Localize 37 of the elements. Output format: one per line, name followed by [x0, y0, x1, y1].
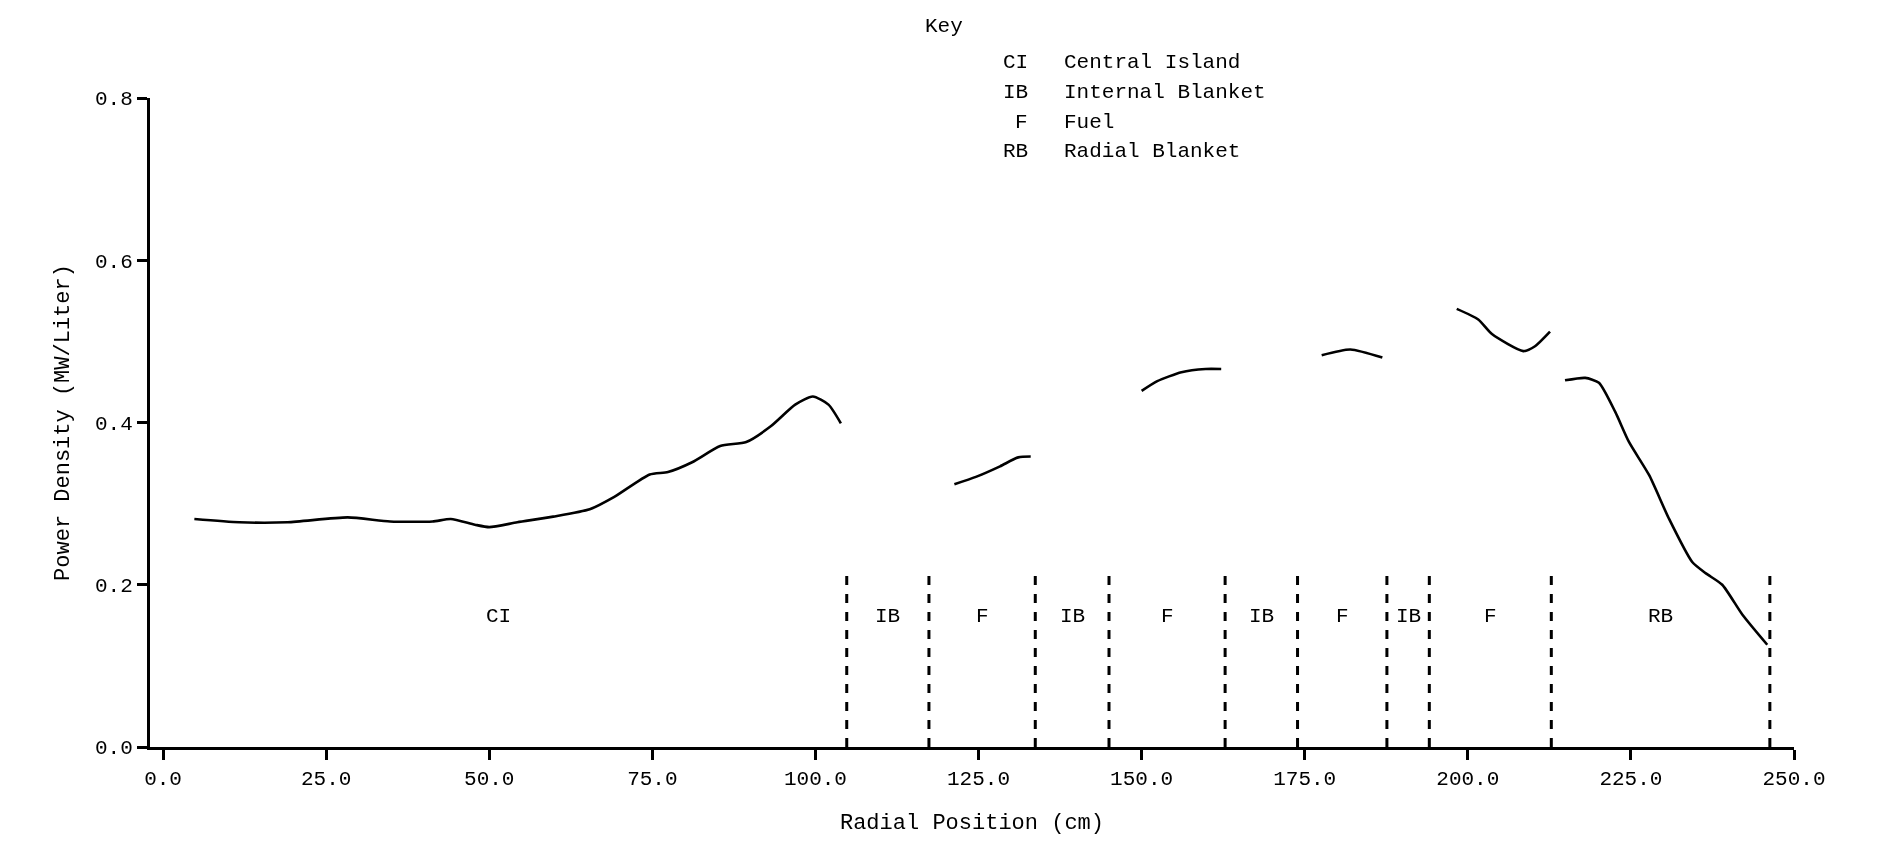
annotation: F [976, 605, 989, 628]
annotation: F [1161, 605, 1174, 628]
x-tick-label: 0.0 [144, 768, 182, 792]
annotation: RB [1648, 605, 1674, 628]
x-tick-label: 75.0 [627, 768, 678, 792]
annotation: F [1015, 111, 1028, 134]
annotation: IB [1396, 605, 1422, 628]
text: Central Island [1064, 51, 1241, 74]
annotation: Radial Blanket [1064, 140, 1241, 163]
annotation: Fuel [1064, 111, 1115, 134]
x-tick-label: 200.0 [1436, 768, 1500, 792]
annotation: RB [1003, 140, 1029, 163]
annotation: IB [875, 605, 901, 628]
annotation: IB [1003, 81, 1029, 104]
annotation: F [1484, 605, 1497, 628]
y-tick-label: 0.8 [94, 88, 133, 112]
x-tick-label: 175.0 [1273, 768, 1337, 792]
y-axis-title: Power Density (MW/Liter) [50, 264, 76, 581]
x-tick-label: 150.0 [1110, 768, 1174, 792]
x-axis-title: Radial Position (cm) [839, 811, 1105, 837]
x-tick-label: 25.0 [300, 768, 352, 792]
annotation: IB [1249, 605, 1275, 628]
x-tick-label: 125.0 [947, 768, 1011, 792]
y-tick-label: 0.2 [94, 575, 133, 599]
x-tick-label: 100.0 [783, 768, 847, 792]
x-tick-label: 50.0 [464, 768, 515, 792]
x-tick-label: 225.0 [1599, 768, 1663, 792]
annotation: IB [1060, 605, 1086, 628]
text: Key [925, 15, 963, 38]
annotation: CI [486, 605, 512, 628]
annotation: F [1336, 605, 1349, 628]
y-tick-label: 0.6 [94, 250, 133, 274]
y-tick-label: 0.4 [94, 412, 133, 436]
x-tick-label: 250.0 [1762, 768, 1826, 792]
y-tick-label: 0.0 [94, 737, 133, 761]
annotation: Internal Blanket [1064, 81, 1266, 104]
text: CI [1003, 51, 1029, 74]
